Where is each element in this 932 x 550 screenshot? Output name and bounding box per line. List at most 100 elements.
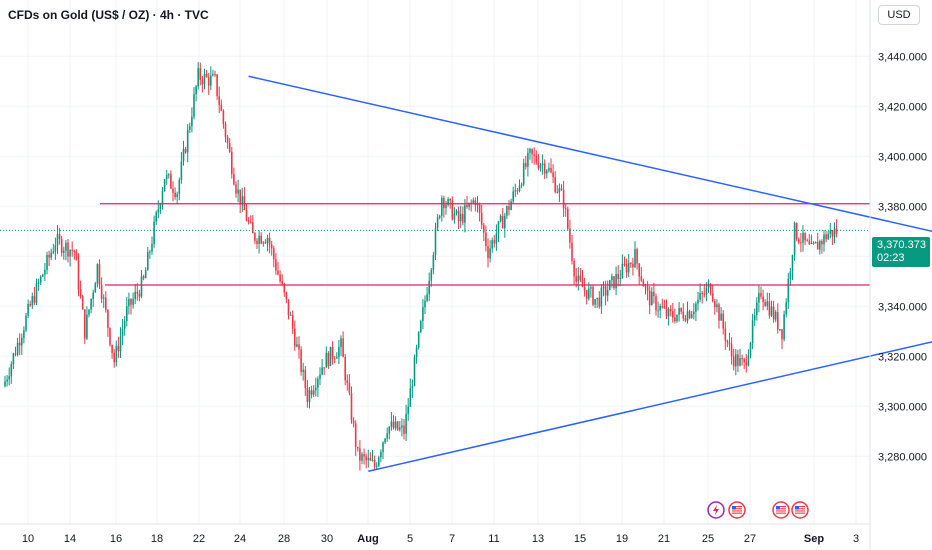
candle-body bbox=[619, 277, 622, 279]
candle-body bbox=[123, 321, 126, 329]
currency-button[interactable]: USD bbox=[878, 5, 920, 25]
candle-body bbox=[457, 210, 460, 222]
candle-body bbox=[298, 344, 300, 350]
lightning-icon[interactable] bbox=[707, 501, 725, 519]
candle-body bbox=[428, 280, 430, 295]
candle-body bbox=[653, 291, 655, 297]
candle-body bbox=[739, 358, 741, 366]
candle-body bbox=[338, 347, 340, 358]
candle-body bbox=[579, 275, 582, 280]
candle-body bbox=[176, 193, 178, 197]
candle-body bbox=[753, 315, 756, 321]
candle-body bbox=[352, 420, 355, 424]
candle-body bbox=[151, 243, 153, 252]
candle-body bbox=[449, 199, 451, 201]
time-tick-label: 24 bbox=[234, 533, 246, 545]
candle-body bbox=[693, 311, 695, 315]
candle-body bbox=[478, 203, 481, 213]
candle-body bbox=[646, 286, 649, 291]
candles bbox=[4, 62, 838, 471]
candle-body bbox=[386, 433, 388, 439]
time-axis[interactable]: 10 14 16 18 22 24 28 30 Aug 5 7 11 13 15 19 21 25 27 Sep 3 bbox=[22, 533, 859, 545]
candle-body bbox=[464, 205, 466, 223]
candle-body bbox=[714, 301, 716, 308]
candle-body bbox=[155, 212, 157, 222]
candle-body bbox=[747, 355, 750, 366]
candle-body bbox=[260, 235, 262, 244]
candle-body bbox=[23, 330, 25, 338]
candle-body bbox=[529, 148, 531, 153]
candle-body bbox=[380, 452, 382, 458]
candle-body bbox=[203, 73, 206, 85]
candle-body bbox=[134, 291, 136, 300]
us-flag-icon[interactable] bbox=[728, 501, 746, 519]
candle-body bbox=[510, 201, 512, 210]
candle-body bbox=[604, 286, 607, 296]
candle-body bbox=[111, 344, 113, 353]
us-flag-icon[interactable] bbox=[791, 501, 809, 519]
candle-body bbox=[392, 421, 395, 429]
candle-body bbox=[688, 311, 691, 319]
candle-body bbox=[672, 311, 674, 318]
candle-body bbox=[720, 313, 722, 321]
candle-body bbox=[165, 174, 168, 180]
candle-body bbox=[512, 191, 514, 202]
time-tick-label: 18 bbox=[151, 533, 163, 545]
candle-body bbox=[254, 233, 256, 241]
candle-body bbox=[527, 152, 529, 167]
candle-body bbox=[585, 289, 588, 299]
candle-body bbox=[140, 276, 143, 297]
candle-body bbox=[245, 210, 248, 221]
time-tick-label: 13 bbox=[532, 533, 544, 545]
candle-body bbox=[6, 379, 8, 382]
candle-body bbox=[665, 307, 668, 317]
event-markers[interactable] bbox=[707, 501, 809, 519]
candle-body bbox=[489, 248, 491, 259]
candle-body bbox=[415, 347, 418, 358]
candle-body bbox=[493, 240, 496, 244]
candle-body bbox=[86, 314, 88, 339]
candle-body bbox=[634, 249, 636, 268]
candle-body bbox=[491, 240, 493, 249]
candle-body bbox=[44, 269, 46, 275]
candle-body bbox=[39, 276, 42, 283]
candle-body bbox=[711, 293, 714, 302]
candle-body bbox=[144, 270, 147, 279]
candle-body bbox=[279, 274, 281, 282]
candle-body bbox=[304, 369, 307, 389]
candle-body bbox=[827, 233, 829, 240]
candle-body bbox=[201, 79, 204, 85]
candle-body bbox=[388, 426, 391, 434]
time-tick-label: 10 bbox=[22, 533, 34, 545]
lower-trendline[interactable] bbox=[368, 296, 932, 472]
time-tick-label: 27 bbox=[744, 533, 756, 545]
candle-body bbox=[306, 388, 309, 403]
candle-body bbox=[266, 237, 269, 244]
candle-body bbox=[674, 317, 676, 322]
candle-body bbox=[657, 310, 659, 312]
candle-body bbox=[768, 301, 771, 316]
candle-body bbox=[420, 321, 422, 333]
candle-body bbox=[222, 110, 225, 124]
candle-body bbox=[285, 292, 288, 300]
candle-body bbox=[499, 215, 502, 222]
grid bbox=[0, 0, 870, 524]
candle-body bbox=[359, 448, 361, 461]
candle-body bbox=[575, 276, 577, 282]
candle-body bbox=[703, 293, 706, 295]
price-tick-label: 3,300.000 bbox=[878, 401, 927, 413]
candle-body bbox=[220, 104, 223, 111]
candle-body bbox=[302, 369, 304, 372]
candle-body bbox=[128, 298, 130, 307]
candle-body bbox=[394, 421, 397, 429]
candle-body bbox=[321, 367, 323, 375]
candle-body bbox=[237, 189, 239, 194]
candle-body bbox=[569, 228, 571, 243]
us-flag-icon[interactable] bbox=[772, 501, 790, 519]
upper-trendline[interactable] bbox=[248, 75, 932, 276]
candle-body bbox=[760, 293, 762, 297]
last-price-label: 3,370.373 02:23 bbox=[872, 237, 930, 267]
candle-body bbox=[113, 352, 115, 363]
candle-body bbox=[816, 241, 819, 250]
